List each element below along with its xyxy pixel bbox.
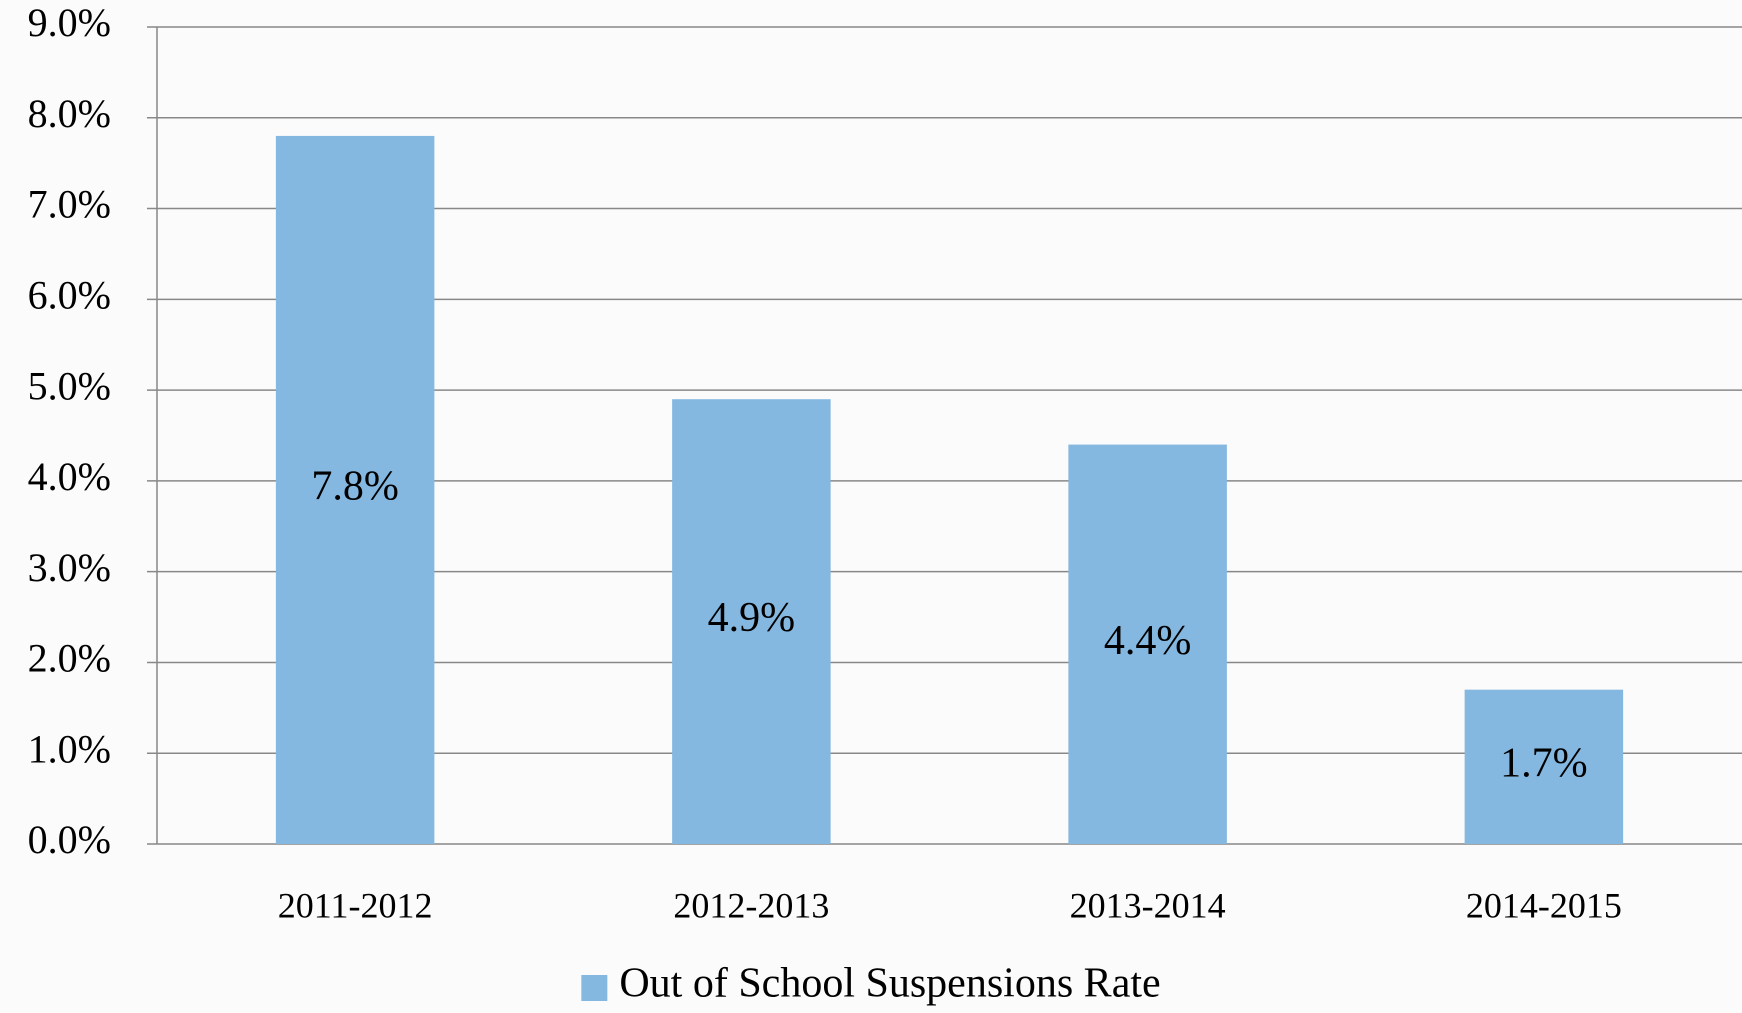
bar [275, 135, 435, 844]
y-tick-label: 7.0% [28, 182, 111, 227]
data-label: 7.8% [311, 464, 399, 510]
data-label: 4.4% [1104, 618, 1192, 664]
bar [1068, 444, 1227, 844]
data-label: 1.7% [1500, 740, 1588, 786]
x-tick-label: 2013-2014 [1070, 885, 1226, 925]
y-tick-label: 4.0% [28, 454, 111, 499]
y-tick-label: 0.0% [28, 817, 111, 862]
y-tick-label: 2.0% [28, 636, 111, 681]
bar [1464, 689, 1624, 844]
x-tick-label: 2011-2012 [278, 885, 433, 925]
data-label: 4.9% [708, 595, 796, 641]
y-tick-label: 9.0% [28, 0, 111, 45]
legend-swatch [581, 975, 608, 1001]
y-tick-label: 5.0% [28, 363, 111, 408]
legend-label: Out of School Suspensions Rate [619, 961, 1160, 1007]
y-tick-label: 8.0% [28, 91, 111, 136]
x-tick-label: 2014-2015 [1466, 885, 1622, 925]
y-tick-label: 3.0% [28, 545, 111, 590]
x-tick-label: 2012-2013 [673, 885, 829, 925]
y-tick-label: 6.0% [28, 273, 111, 318]
bar [672, 399, 831, 844]
y-tick-label: 1.0% [28, 726, 111, 771]
